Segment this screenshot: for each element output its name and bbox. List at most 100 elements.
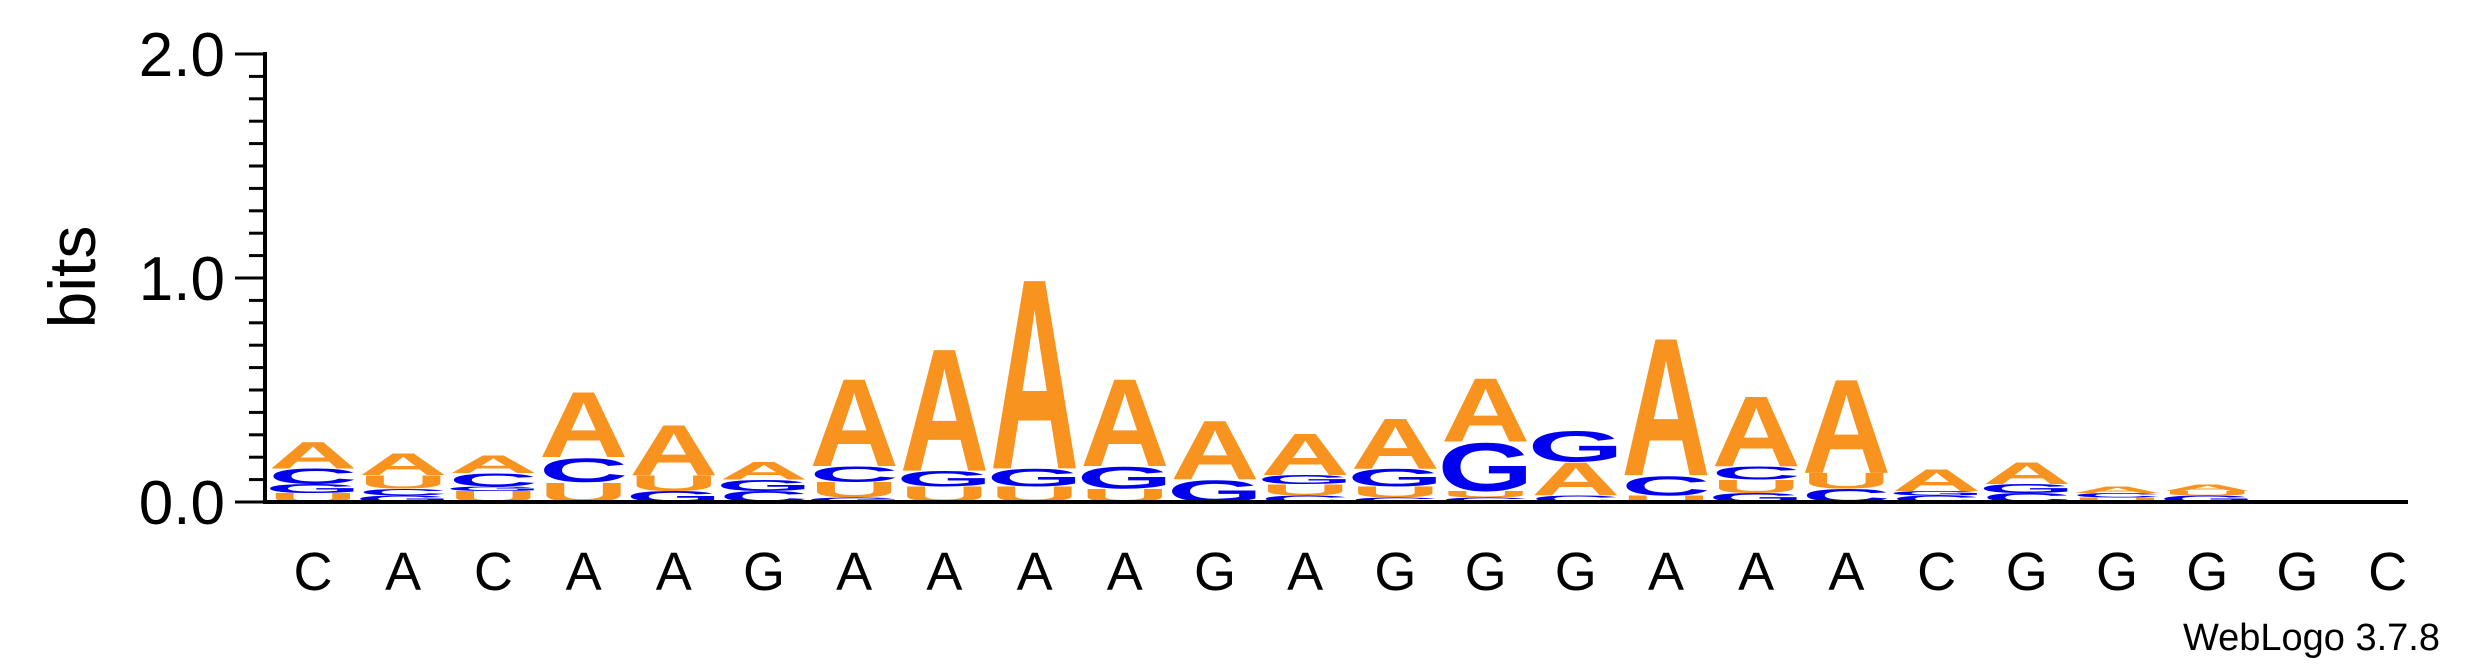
glyph-letter: G	[1347, 464, 1443, 492]
glyph-C: C	[539, 451, 628, 489]
glyph-A: A	[1080, 353, 1169, 493]
glyph-A: A	[268, 435, 357, 477]
glyph-letter: A	[1531, 453, 1620, 506]
y-tick-labels: 0.0 1.0 2.0	[139, 21, 225, 538]
glyph-letter: C	[1712, 463, 1801, 484]
glyph-U: U	[1621, 494, 1710, 504]
glyph-letter: U	[1712, 476, 1801, 497]
x-tick-label: A	[656, 542, 692, 602]
x-tick-label: G	[1465, 542, 1507, 602]
glyph-A: A	[719, 457, 808, 485]
glyph-C: C	[1531, 494, 1620, 504]
x-tick-label: G	[2276, 542, 2318, 602]
glyph-letter: C	[1261, 494, 1350, 504]
glyph-G: G	[1077, 460, 1173, 495]
glyph-A: A	[2163, 482, 2252, 492]
glyph-letter: A	[1892, 463, 1981, 498]
glyph-letter: A	[1802, 352, 1891, 502]
glyph-letter: A	[990, 222, 1079, 526]
glyph-A: A	[1531, 453, 1620, 506]
glyph-letter: A	[1351, 404, 1440, 484]
glyph-U: U	[1712, 476, 1801, 497]
glyph-C: C	[1351, 496, 1440, 503]
glyph-G: G	[355, 494, 451, 504]
glyph-letter: G	[1438, 429, 1534, 506]
glyph-letter: A	[1621, 297, 1710, 517]
glyph-C: C	[1621, 470, 1710, 501]
glyph-C: C	[2072, 492, 2161, 499]
glyph-letter: A	[2163, 482, 2252, 492]
x-tick-label: G	[2186, 542, 2228, 602]
glyph-letter: A	[629, 410, 718, 490]
glyph-letter: C	[1441, 496, 1530, 503]
x-tick-label: A	[1287, 542, 1323, 602]
glyph-G: G	[1979, 482, 2075, 496]
glyph-G: G	[445, 485, 541, 492]
x-tick-label: A	[1828, 542, 1864, 602]
x-tick-label: A	[836, 542, 872, 602]
x-tick-label: G	[1555, 542, 1597, 602]
glyph-letter: A	[1712, 375, 1801, 487]
glyph-A: A	[1351, 404, 1440, 484]
axes	[235, 52, 2408, 504]
glyph-G: G	[2159, 494, 2255, 504]
glyph-letter: A	[1261, 421, 1350, 488]
glyph-G: G	[1528, 422, 1624, 471]
glyph-letter: U	[629, 471, 718, 495]
glyph-letter: G	[716, 477, 812, 495]
glyph-C: C	[1261, 494, 1350, 504]
glyph-letter: C	[359, 487, 448, 497]
glyph-G: G	[1889, 490, 1985, 497]
glyph-C: C	[810, 462, 899, 486]
glyph-G: G	[1438, 429, 1534, 506]
glyph-C: C	[449, 469, 538, 490]
glyph-G: G	[806, 496, 902, 503]
glyph-letter: U	[1621, 494, 1710, 504]
glyph-A: A	[990, 222, 1079, 526]
glyph-letter: G	[445, 485, 541, 492]
glyph-U: U	[810, 478, 899, 502]
y-tick-label: 2.0	[139, 21, 225, 90]
glyph-letter: C	[449, 469, 538, 490]
x-tick-label: A	[385, 542, 421, 602]
glyph-G: G	[1257, 473, 1353, 487]
glyph-letter: U	[1802, 469, 1891, 493]
glyph-A: A	[1712, 375, 1801, 487]
x-tick-label: A	[1107, 542, 1143, 602]
glyph-A: A	[1261, 421, 1350, 488]
glyph-letter: A	[1170, 404, 1259, 498]
glyph-C: C	[359, 487, 448, 497]
glyph-letter: G	[1979, 482, 2075, 496]
glyph-letter: G	[987, 464, 1083, 492]
glyph-letter: C	[2072, 492, 2161, 499]
glyph-letter: C	[1621, 470, 1710, 501]
glyph-letter: G	[806, 496, 902, 503]
weblogo-credit: WebLogo 3.7.8	[2183, 617, 2440, 659]
glyph-letter: A	[900, 313, 989, 508]
x-tick-label: C	[474, 542, 513, 602]
x-tick-label: C	[294, 542, 333, 602]
y-tick-label: 0.0	[139, 469, 225, 538]
glyph-letter: C	[1531, 494, 1620, 504]
glyph-A: A	[810, 353, 899, 493]
glyph-G: G	[716, 477, 812, 495]
glyph-C: C	[268, 464, 357, 488]
glyph-G: G	[987, 464, 1083, 492]
glyph-A: A	[629, 410, 718, 490]
glyph-letter: G	[1528, 422, 1624, 471]
glyph-letter: G	[896, 467, 992, 491]
glyph-U: U	[1351, 483, 1440, 501]
y-axis-label: bits	[35, 226, 109, 329]
glyph-letter: U	[359, 472, 448, 493]
glyph-A: A	[1802, 352, 1891, 502]
x-tick-label: G	[1194, 542, 1236, 602]
x-tick-label: G	[2096, 542, 2138, 602]
glyph-U: U	[629, 471, 718, 495]
glyph-A: A	[1621, 297, 1710, 517]
glyph-letter: G	[2159, 494, 2255, 504]
glyph-A: A	[359, 447, 448, 482]
glyph-A: A	[1441, 359, 1530, 460]
x-tick-label: G	[743, 542, 785, 602]
glyph-letter: C	[810, 462, 899, 486]
